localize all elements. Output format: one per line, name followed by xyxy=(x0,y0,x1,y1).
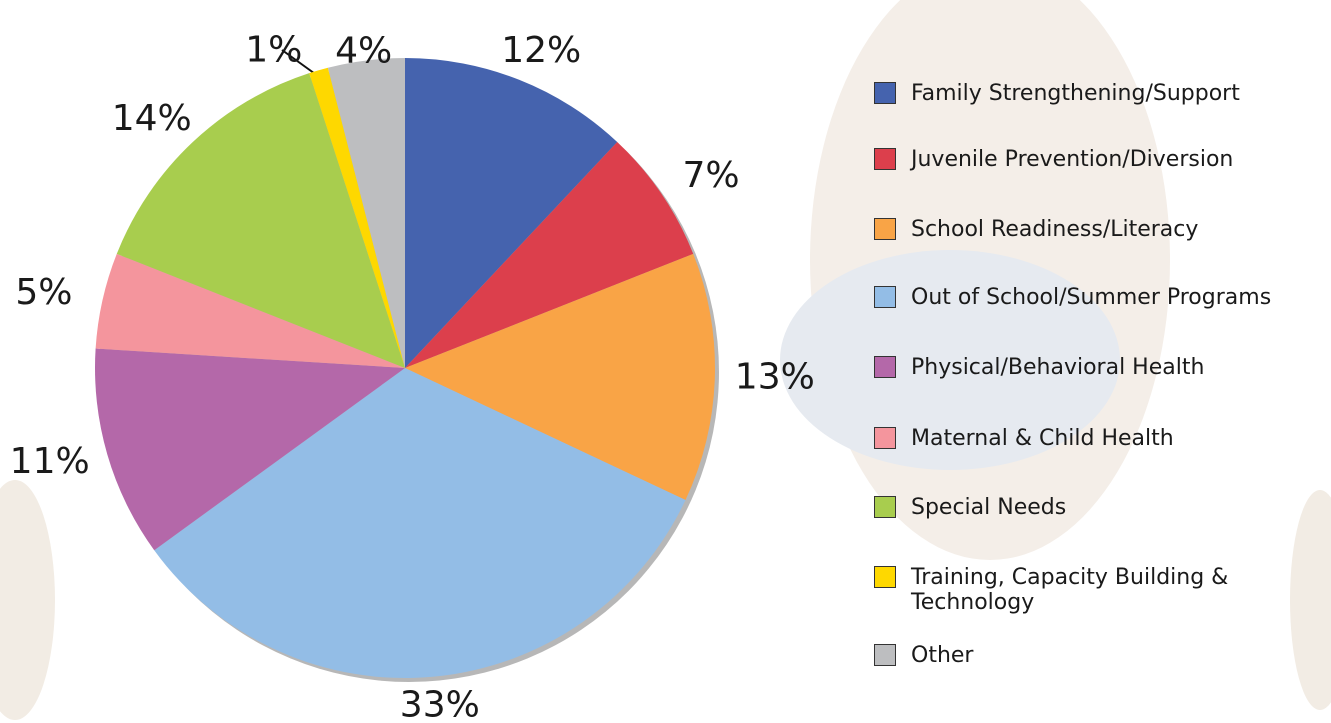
pie-slice xyxy=(327,58,405,368)
legend-item: Maternal & Child Health xyxy=(874,426,1326,451)
pie-slice xyxy=(405,142,694,368)
pie-slice xyxy=(309,67,405,368)
legend-item: Physical/Behavioral Health xyxy=(874,355,1326,380)
data-label: 4% xyxy=(335,31,392,72)
legend: Family Strengthening/Support Juvenile Pre… xyxy=(874,0,1331,723)
legend-label: Training, Capacity Building & Technology xyxy=(911,565,1229,615)
legend-item: Other xyxy=(874,643,1326,668)
legend-item: Training, Capacity Building & Technology xyxy=(874,565,1326,615)
pie-slice xyxy=(95,253,405,368)
legend-item: Out of School/Summer Programs xyxy=(874,285,1326,310)
legend-label: Family Strengthening/Support xyxy=(911,81,1240,106)
pie-chart: 12% 7% 13% 33% 11% 5% 14% 1% 4% xyxy=(10,30,815,723)
legend-swatch xyxy=(874,644,896,666)
data-label: 7% xyxy=(682,155,739,196)
legend-label: Other xyxy=(911,643,974,668)
pie-slice xyxy=(154,368,686,679)
legend-swatch xyxy=(874,566,896,588)
pie-slice xyxy=(405,58,618,368)
legend-label: Juvenile Prevention/Diversion xyxy=(911,147,1234,172)
legend-swatch xyxy=(874,82,896,104)
data-label: 11% xyxy=(10,441,90,482)
background-shape xyxy=(1290,490,1331,710)
legend-swatch xyxy=(874,148,896,170)
legend-label: Out of School/Summer Programs xyxy=(911,285,1272,310)
data-label: 33% xyxy=(400,684,480,723)
legend-label: School Readiness/Literacy xyxy=(911,217,1199,242)
legend-swatch xyxy=(874,496,896,518)
pie-slice xyxy=(405,253,715,500)
pie-slice xyxy=(116,73,405,368)
legend-item: Special Needs xyxy=(874,495,1326,520)
data-label: 1% xyxy=(245,30,302,71)
data-label: 14% xyxy=(112,98,192,139)
legend-swatch xyxy=(874,356,896,378)
legend-label: Maternal & Child Health xyxy=(911,426,1174,451)
legend-label: Special Needs xyxy=(911,495,1067,520)
legend-item: School Readiness/Literacy xyxy=(874,217,1326,242)
background-shape xyxy=(780,250,1120,470)
legend-label: Physical/Behavioral Health xyxy=(911,355,1205,380)
legend-swatch xyxy=(874,218,896,240)
legend-swatch xyxy=(874,286,896,308)
data-label: 13% xyxy=(735,357,815,398)
data-label: 5% xyxy=(15,272,72,313)
background-shape xyxy=(0,480,55,720)
data-label: 12% xyxy=(501,30,581,71)
leader-line xyxy=(281,49,319,77)
legend-swatch xyxy=(874,427,896,449)
legend-item: Family Strengthening/Support xyxy=(874,81,1326,106)
legend-item: Juvenile Prevention/Diversion xyxy=(874,147,1326,172)
pie-slice xyxy=(94,348,405,551)
